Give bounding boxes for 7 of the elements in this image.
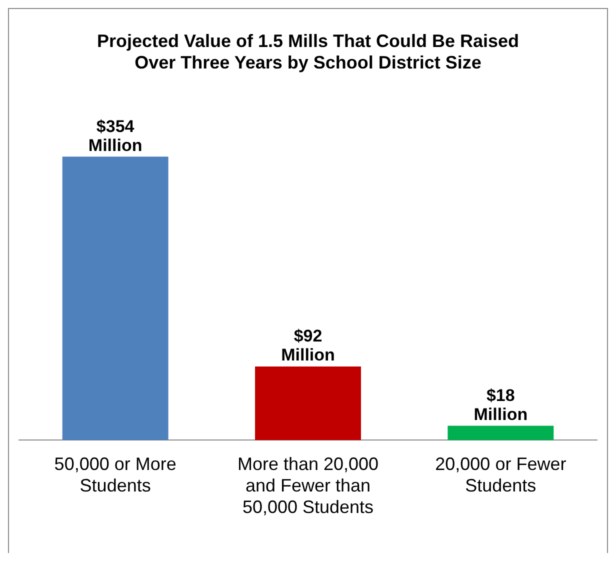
x-tick-label: 50,000 or More Students bbox=[54, 454, 176, 496]
x-tick-label: 20,000 or Fewer Students bbox=[435, 454, 566, 496]
data-label: $92 Million bbox=[281, 326, 335, 365]
data-label: $354 Million bbox=[88, 116, 142, 155]
chart-title: Projected Value of 1.5 Mills That Could Be Raised Over Three Years by School District Size bbox=[96, 30, 520, 72]
data-label: $18 Million bbox=[474, 386, 528, 424]
x-tick-label: More than 20,000 and Fewer than 50,000 Students bbox=[237, 454, 379, 518]
